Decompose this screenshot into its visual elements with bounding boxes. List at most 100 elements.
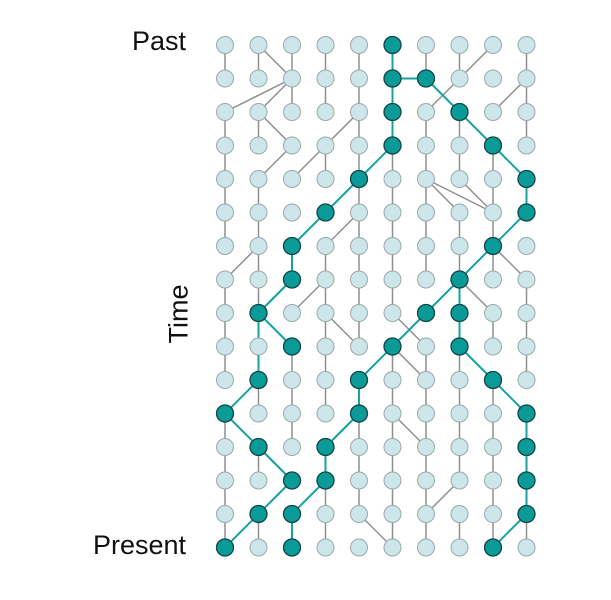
- node: [450, 36, 469, 54]
- lineage-edge: [425, 178, 494, 214]
- node: [316, 69, 335, 88]
- node: [249, 36, 268, 54]
- highlighted-node: [383, 337, 402, 356]
- node: [350, 36, 368, 54]
- node: [316, 371, 335, 389]
- node: [216, 170, 234, 188]
- node: [450, 438, 469, 456]
- highlighted-node: [249, 303, 268, 323]
- node: [283, 371, 301, 389]
- node: [450, 404, 469, 423]
- node: [417, 136, 435, 155]
- node: [283, 136, 301, 155]
- node: [383, 270, 402, 289]
- highlighted-node: [517, 169, 536, 189]
- highlighted-node: [282, 337, 302, 356]
- node: [249, 237, 268, 255]
- node: [517, 36, 536, 54]
- node: [517, 304, 536, 322]
- highlighted-node: [517, 471, 536, 490]
- node: [417, 538, 435, 557]
- node: [216, 136, 234, 155]
- node: [216, 471, 234, 490]
- lineage-edge: [224, 77, 293, 113]
- node: [417, 337, 435, 356]
- highlighted-node: [282, 538, 302, 557]
- highlighted-node: [383, 136, 402, 155]
- node: [450, 538, 469, 557]
- highlighted-node: [215, 538, 235, 557]
- highlighted-node: [316, 203, 335, 222]
- highlighted-node: [483, 136, 503, 155]
- node: [517, 136, 536, 155]
- node: [350, 203, 368, 222]
- node: [350, 136, 368, 155]
- node: [383, 371, 402, 389]
- node: [383, 505, 402, 523]
- node: [450, 69, 469, 88]
- node: [517, 103, 536, 121]
- node: [484, 203, 502, 222]
- node: [216, 505, 234, 523]
- node: [216, 304, 234, 322]
- highlighted-node: [517, 203, 536, 222]
- node: [484, 404, 502, 423]
- node: [249, 203, 268, 222]
- node: [517, 237, 536, 255]
- highlighted-node: [249, 370, 268, 390]
- node: [283, 69, 301, 88]
- node: [484, 471, 502, 490]
- node: [249, 69, 268, 88]
- node: [484, 36, 502, 54]
- highlighted-node: [450, 303, 469, 323]
- node: [484, 270, 502, 289]
- node: [216, 203, 234, 222]
- node: [216, 371, 234, 389]
- node: [450, 505, 469, 523]
- node: [316, 505, 335, 523]
- node: [283, 36, 301, 54]
- highlight-edges-layer: [224, 44, 528, 549]
- highlighted-node: [282, 236, 302, 256]
- highlighted-node: [517, 404, 536, 423]
- highlighted-node: [282, 504, 302, 524]
- node: [283, 103, 301, 121]
- highlighted-node: [249, 504, 268, 524]
- node: [383, 237, 402, 255]
- node: [383, 304, 402, 322]
- highlighted-node: [383, 102, 402, 122]
- node: [283, 404, 301, 423]
- node: [249, 136, 268, 155]
- node: [417, 237, 435, 255]
- node: [484, 103, 502, 121]
- node: [216, 438, 234, 456]
- node: [216, 337, 234, 356]
- node: [316, 103, 335, 121]
- highlighted-node: [316, 471, 335, 490]
- node: [216, 270, 234, 289]
- node: [517, 371, 536, 389]
- node: [249, 270, 268, 289]
- highlighted-node: [450, 270, 469, 289]
- highlighted-node: [383, 69, 402, 88]
- node: [450, 237, 469, 255]
- node: [517, 270, 536, 289]
- node: [383, 404, 402, 423]
- node: [350, 471, 368, 490]
- node: [484, 337, 502, 356]
- highlighted-node: [450, 337, 469, 356]
- highlighted-node: [349, 370, 369, 390]
- node: [316, 237, 335, 255]
- highlighted-node: [517, 437, 536, 457]
- highlighted-node: [416, 303, 436, 323]
- node: [450, 471, 469, 490]
- node: [417, 170, 435, 188]
- node: [417, 36, 435, 54]
- node: [216, 36, 234, 54]
- node: [417, 438, 435, 456]
- highlighted-node: [282, 471, 302, 490]
- highlighted-node: [483, 538, 503, 557]
- node: [283, 304, 301, 322]
- node: [249, 471, 268, 490]
